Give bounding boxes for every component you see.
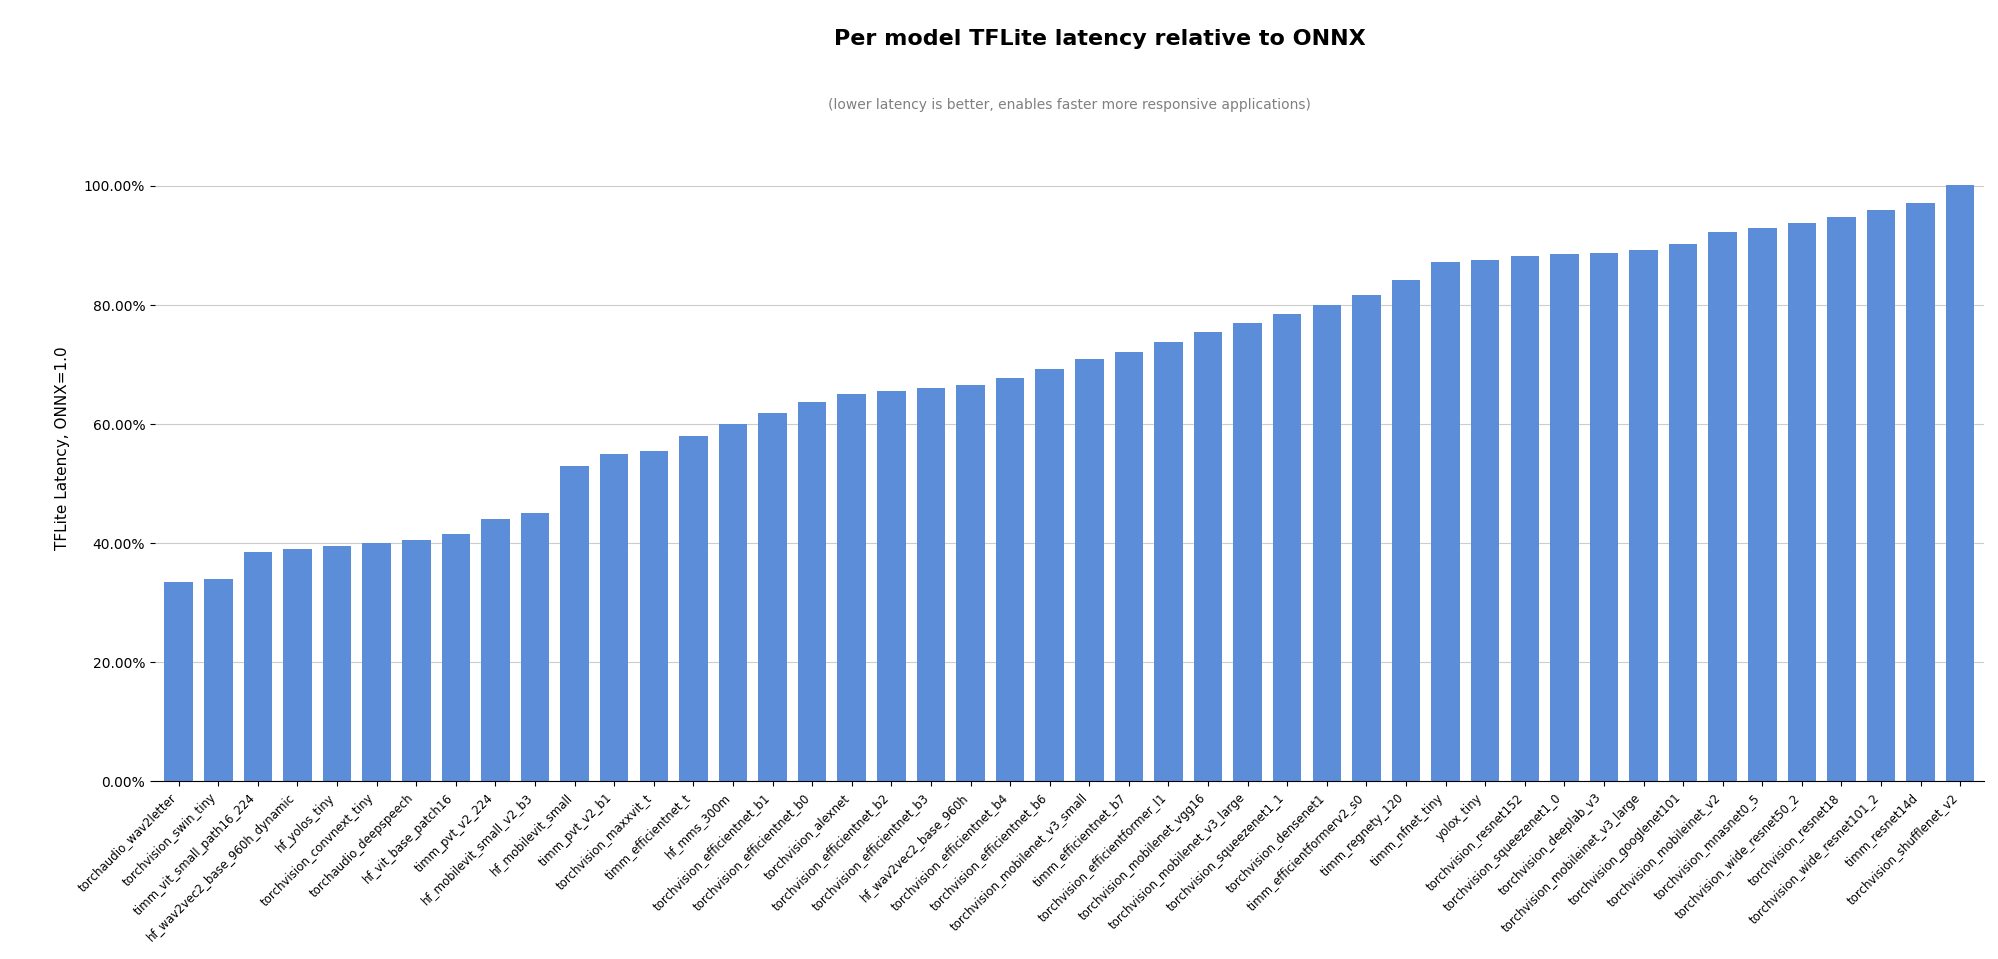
Bar <box>1035 369 1063 782</box>
Bar <box>204 579 232 782</box>
Bar <box>521 513 549 782</box>
Bar <box>164 582 194 782</box>
Bar <box>917 388 945 782</box>
Bar <box>955 386 985 782</box>
Bar <box>679 436 707 782</box>
Bar <box>599 454 627 782</box>
Y-axis label: TFLite Latency, ONNX=1.0: TFLite Latency, ONNX=1.0 <box>56 346 70 550</box>
Bar <box>1866 210 1894 782</box>
Text: Per model TFLite latency relative to ONNX: Per model TFLite latency relative to ONN… <box>833 29 1365 49</box>
Bar <box>1588 252 1618 782</box>
Bar <box>1115 352 1143 782</box>
Bar <box>1746 227 1776 782</box>
Title: (lower latency is better, enables faster more responsive applications): (lower latency is better, enables faster… <box>827 98 1311 112</box>
Bar <box>837 394 865 782</box>
Bar <box>1233 323 1261 782</box>
Bar <box>1628 250 1656 782</box>
Bar <box>284 550 312 782</box>
Bar <box>995 378 1023 782</box>
Bar <box>1273 314 1301 782</box>
Bar <box>1313 305 1341 782</box>
Bar <box>1193 332 1221 782</box>
Bar <box>442 534 470 782</box>
Bar <box>1510 256 1538 782</box>
Bar <box>482 520 509 782</box>
Bar <box>402 540 430 782</box>
Bar <box>244 552 272 782</box>
Bar <box>639 451 667 782</box>
Bar <box>757 413 787 782</box>
Bar <box>362 543 392 782</box>
Bar <box>1708 232 1736 782</box>
Bar <box>1548 254 1578 782</box>
Bar <box>1786 222 1816 782</box>
Bar <box>1826 217 1854 782</box>
Bar <box>1153 342 1183 782</box>
Bar <box>322 547 352 782</box>
Bar <box>559 466 589 782</box>
Bar <box>1075 359 1103 782</box>
Bar <box>877 391 905 782</box>
Bar <box>1431 262 1459 782</box>
Bar <box>1944 185 1974 782</box>
Bar <box>719 424 747 782</box>
Bar <box>797 402 825 782</box>
Bar <box>1668 245 1696 782</box>
Bar <box>1351 295 1381 782</box>
Bar <box>1906 202 1934 782</box>
Bar <box>1391 280 1419 782</box>
Bar <box>1471 261 1498 782</box>
